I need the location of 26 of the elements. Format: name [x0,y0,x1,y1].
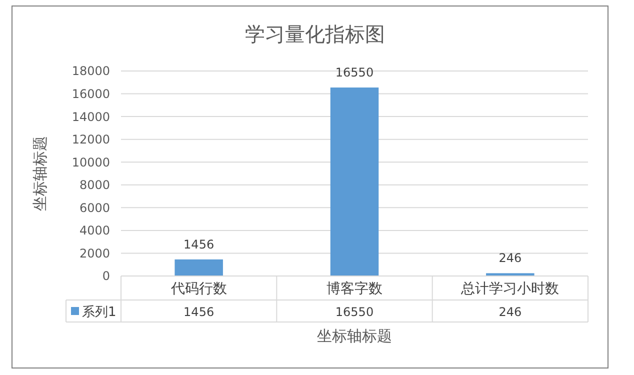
y-tick-label: 14000 [72,110,110,124]
x-tick-label: 代码行数 [170,281,227,297]
text: 1456 [184,305,214,319]
y-tick-label: 6000 [79,200,110,215]
bar [174,259,223,276]
y-tick-label: 16000 [72,86,110,101]
legend-label: 系列1 [82,305,116,320]
data-label: 246 [498,251,522,266]
text: 246 [498,305,522,319]
x-axis-title: 坐标轴标题 [317,327,392,345]
y-axis-title: 坐标轴标题 [31,136,49,211]
y-tick-label: 0 [102,269,110,284]
data-label: 16550 [335,66,374,80]
x-tick-label: 博客字数 [326,281,382,297]
y-tick-label: 18000 [72,64,110,78]
text: 16550 [335,305,374,319]
bar [486,273,534,276]
y-tick-label: 8000 [79,178,110,192]
x-tick-label: 总计学习小时数 [460,281,560,297]
y-tick-label: 12000 [72,132,110,147]
y-tick-label: 2000 [79,246,110,260]
y-tick-label: 10000 [72,155,110,170]
bar [330,88,379,276]
data-label: 1456 [184,237,214,252]
y-tick-label: 4000 [79,224,110,238]
chart-title: 学习量化指标图 [245,22,385,46]
